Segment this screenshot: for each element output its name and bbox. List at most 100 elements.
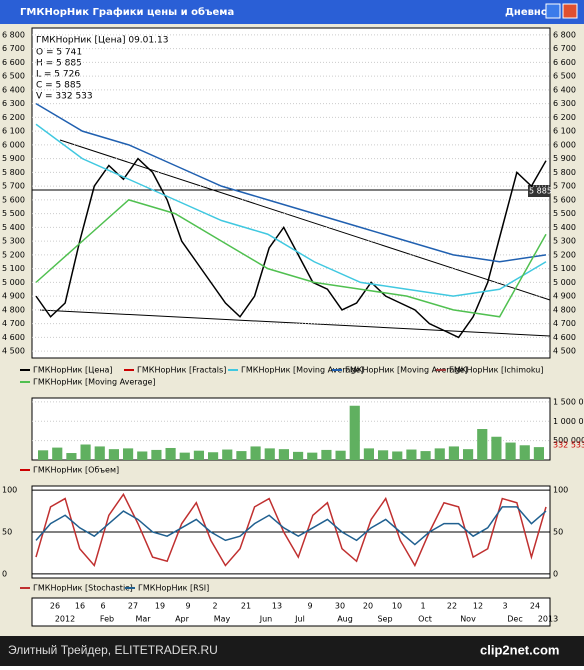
bar (477, 429, 488, 460)
bar (208, 452, 219, 460)
legend-entry: ГМКНорНик [Объем] (33, 466, 119, 475)
bar (420, 451, 431, 460)
y-tick-label: 4 700 (553, 319, 576, 328)
legend-entry: ГМКНорНик [Цена] (33, 366, 113, 375)
trend-line (59, 139, 551, 301)
y-tick-label: 50 (553, 528, 563, 537)
x-tick-label: 2013 (538, 615, 558, 624)
x-tick-label: Nov (460, 615, 476, 624)
bar (321, 449, 332, 460)
close-button[interactable] (562, 3, 578, 19)
bar (307, 452, 318, 460)
bar (505, 442, 516, 460)
x-tick-label: Feb (100, 615, 114, 624)
y-tick-label: 4 500 (553, 347, 576, 356)
y-tick-label: 6 400 (2, 85, 25, 94)
y-tick-label: 5 500 (553, 209, 576, 218)
y-tick-label: 5 900 (553, 154, 576, 163)
y-tick-label: 5 800 (553, 168, 576, 177)
y-tick-label: 1 000 000 (553, 417, 584, 426)
y-tick-label: 4 800 (553, 305, 576, 314)
x-tick-label: 6 (100, 602, 105, 611)
y-tick-label: 4 800 (2, 305, 25, 314)
y-tick-label: 6 600 (2, 58, 25, 67)
x-tick-label: 20 (363, 602, 373, 611)
y-tick-label: 4 600 (553, 333, 576, 342)
bar (222, 449, 233, 460)
last-price: 5 885 (529, 187, 552, 196)
logo: clip2net.com (480, 642, 559, 657)
legend-entry: ГМКНорНик [RSI] (138, 584, 209, 593)
info-line: V = 332 533 (36, 92, 93, 102)
bar (193, 450, 204, 460)
y-tick-label: 5 000 (553, 278, 576, 287)
x-tick-label: 16 (75, 602, 85, 611)
y-tick-label: 1 500 000 (553, 397, 584, 406)
info-line: O = 5 741 (36, 48, 82, 58)
y-tick-label: 0 (553, 569, 558, 578)
y-tick-label: 5 400 (553, 223, 576, 232)
x-tick-label: 13 (272, 602, 282, 611)
x-tick-label: 27 (128, 602, 138, 611)
bar (406, 449, 417, 460)
info-header: ГМКНорНик [Цена] 09.01.13 (36, 36, 168, 46)
series-line (35, 492, 547, 568)
minimize-button[interactable] (545, 3, 561, 19)
y-tick-label: 5 600 (2, 195, 25, 204)
y-tick-label: 50 (2, 528, 12, 537)
bar (434, 448, 445, 460)
x-tick-label: 22 (447, 602, 457, 611)
x-tick-label: Oct (418, 615, 432, 624)
legend-entry: ГМКНорНик [Moving Average] (345, 366, 468, 375)
bar (491, 436, 502, 460)
y-tick-label: 6 600 (553, 58, 576, 67)
y-tick-label: 5 800 (2, 168, 25, 177)
y-tick-label: 5 500 (2, 209, 25, 218)
footer-text: Элитный Трейдер, ELITETRADER.RU (8, 643, 218, 657)
info-line: C = 5 885 (36, 81, 81, 91)
bar (349, 405, 360, 460)
legend-entry: ГМКНорНик [Stochastic] (33, 584, 133, 593)
legend-entry: ГМКНорНик [Fractals] (137, 366, 226, 375)
window-title: ГМКНорНик Графики цены и объема (20, 6, 234, 18)
x-tick-label: Mar (135, 615, 151, 624)
bar (94, 446, 105, 460)
y-tick-label: 6 100 (553, 127, 576, 136)
x-tick-label: 26 (50, 602, 60, 611)
x-tick-label: 1 (420, 602, 425, 611)
y-tick-label: 100 (553, 486, 568, 495)
bar (293, 451, 304, 460)
bar (533, 447, 544, 460)
y-tick-label: 5 200 (553, 250, 576, 259)
x-tick-label: 9 (307, 602, 312, 611)
x-tick-label: 2 (212, 602, 217, 611)
y-tick-label: 6 700 (2, 44, 25, 53)
y-tick-label: 6 100 (2, 127, 25, 136)
y-tick-label: 5 100 (553, 264, 576, 273)
series-line (35, 157, 547, 339)
y-tick-label: 4 600 (2, 333, 25, 342)
x-tick-label: Jun (259, 615, 273, 624)
x-tick-label: 3 (502, 602, 507, 611)
bar (378, 450, 389, 460)
period[interactable]: Дневной (505, 7, 555, 18)
x-tick-label: Apr (175, 615, 190, 624)
x-tick-label: 2012 (55, 615, 75, 624)
legend-entry: ГМКНорНик [Ichimoku] (449, 366, 543, 375)
y-tick-label: 4 700 (2, 319, 25, 328)
x-tick-label: Jul (294, 615, 305, 624)
y-tick-label: 5 600 (553, 195, 576, 204)
y-tick-label: 6 300 (553, 99, 576, 108)
bar (66, 453, 77, 460)
x-tick-label: 19 (155, 602, 165, 611)
bar (108, 449, 119, 460)
price-panel (31, 27, 551, 359)
series-line (35, 123, 547, 297)
series-line (35, 102, 547, 263)
bar (264, 448, 275, 460)
bar (392, 451, 403, 460)
value-label: 332 533 (553, 441, 584, 450)
bar (80, 444, 91, 460)
